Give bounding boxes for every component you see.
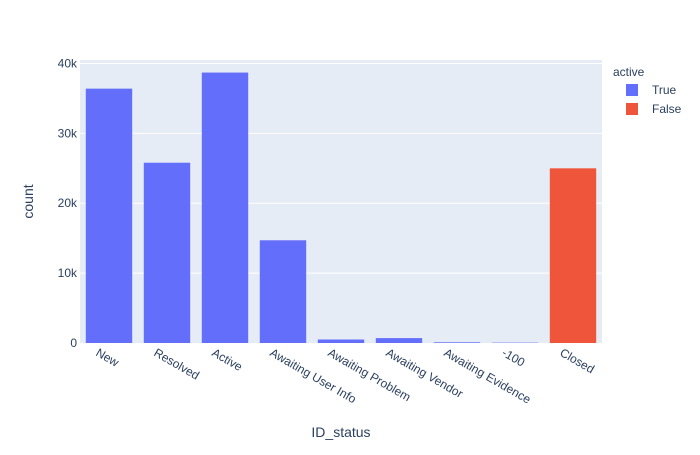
legend-item[interactable]: True xyxy=(626,83,677,97)
legend-swatch xyxy=(626,103,638,115)
y-tick-label: 30k xyxy=(58,126,78,140)
bar[interactable] xyxy=(434,342,480,343)
legend[interactable]: active True False xyxy=(613,65,682,116)
bar[interactable] xyxy=(376,338,422,343)
y-tick-label: 0 xyxy=(70,336,77,350)
x-axis-label: ID_status xyxy=(311,424,370,440)
bar[interactable] xyxy=(550,168,596,343)
legend-label: True xyxy=(652,83,677,97)
x-tick-label: Closed xyxy=(558,345,597,376)
bar[interactable] xyxy=(318,340,364,343)
y-axis-label: count xyxy=(20,184,36,218)
legend-item[interactable]: False xyxy=(626,102,682,116)
y-axis-ticks: 0 10k 20k 30k 40k xyxy=(58,56,78,350)
x-tick-label: -100 xyxy=(500,345,528,369)
y-tick-label: 20k xyxy=(58,196,78,210)
y-tick-label: 40k xyxy=(58,56,78,70)
legend-swatch xyxy=(626,84,638,96)
legend-title: active xyxy=(613,65,645,79)
x-tick-label: Resolved xyxy=(152,345,202,382)
bar[interactable] xyxy=(202,73,248,343)
legend-label: False xyxy=(652,102,682,116)
bar[interactable] xyxy=(144,163,190,343)
x-tick-label: Active xyxy=(210,345,246,374)
y-tick-label: 10k xyxy=(58,266,78,280)
x-tick-label: New xyxy=(94,345,122,369)
bar[interactable] xyxy=(86,89,132,343)
bar[interactable] xyxy=(260,240,306,343)
